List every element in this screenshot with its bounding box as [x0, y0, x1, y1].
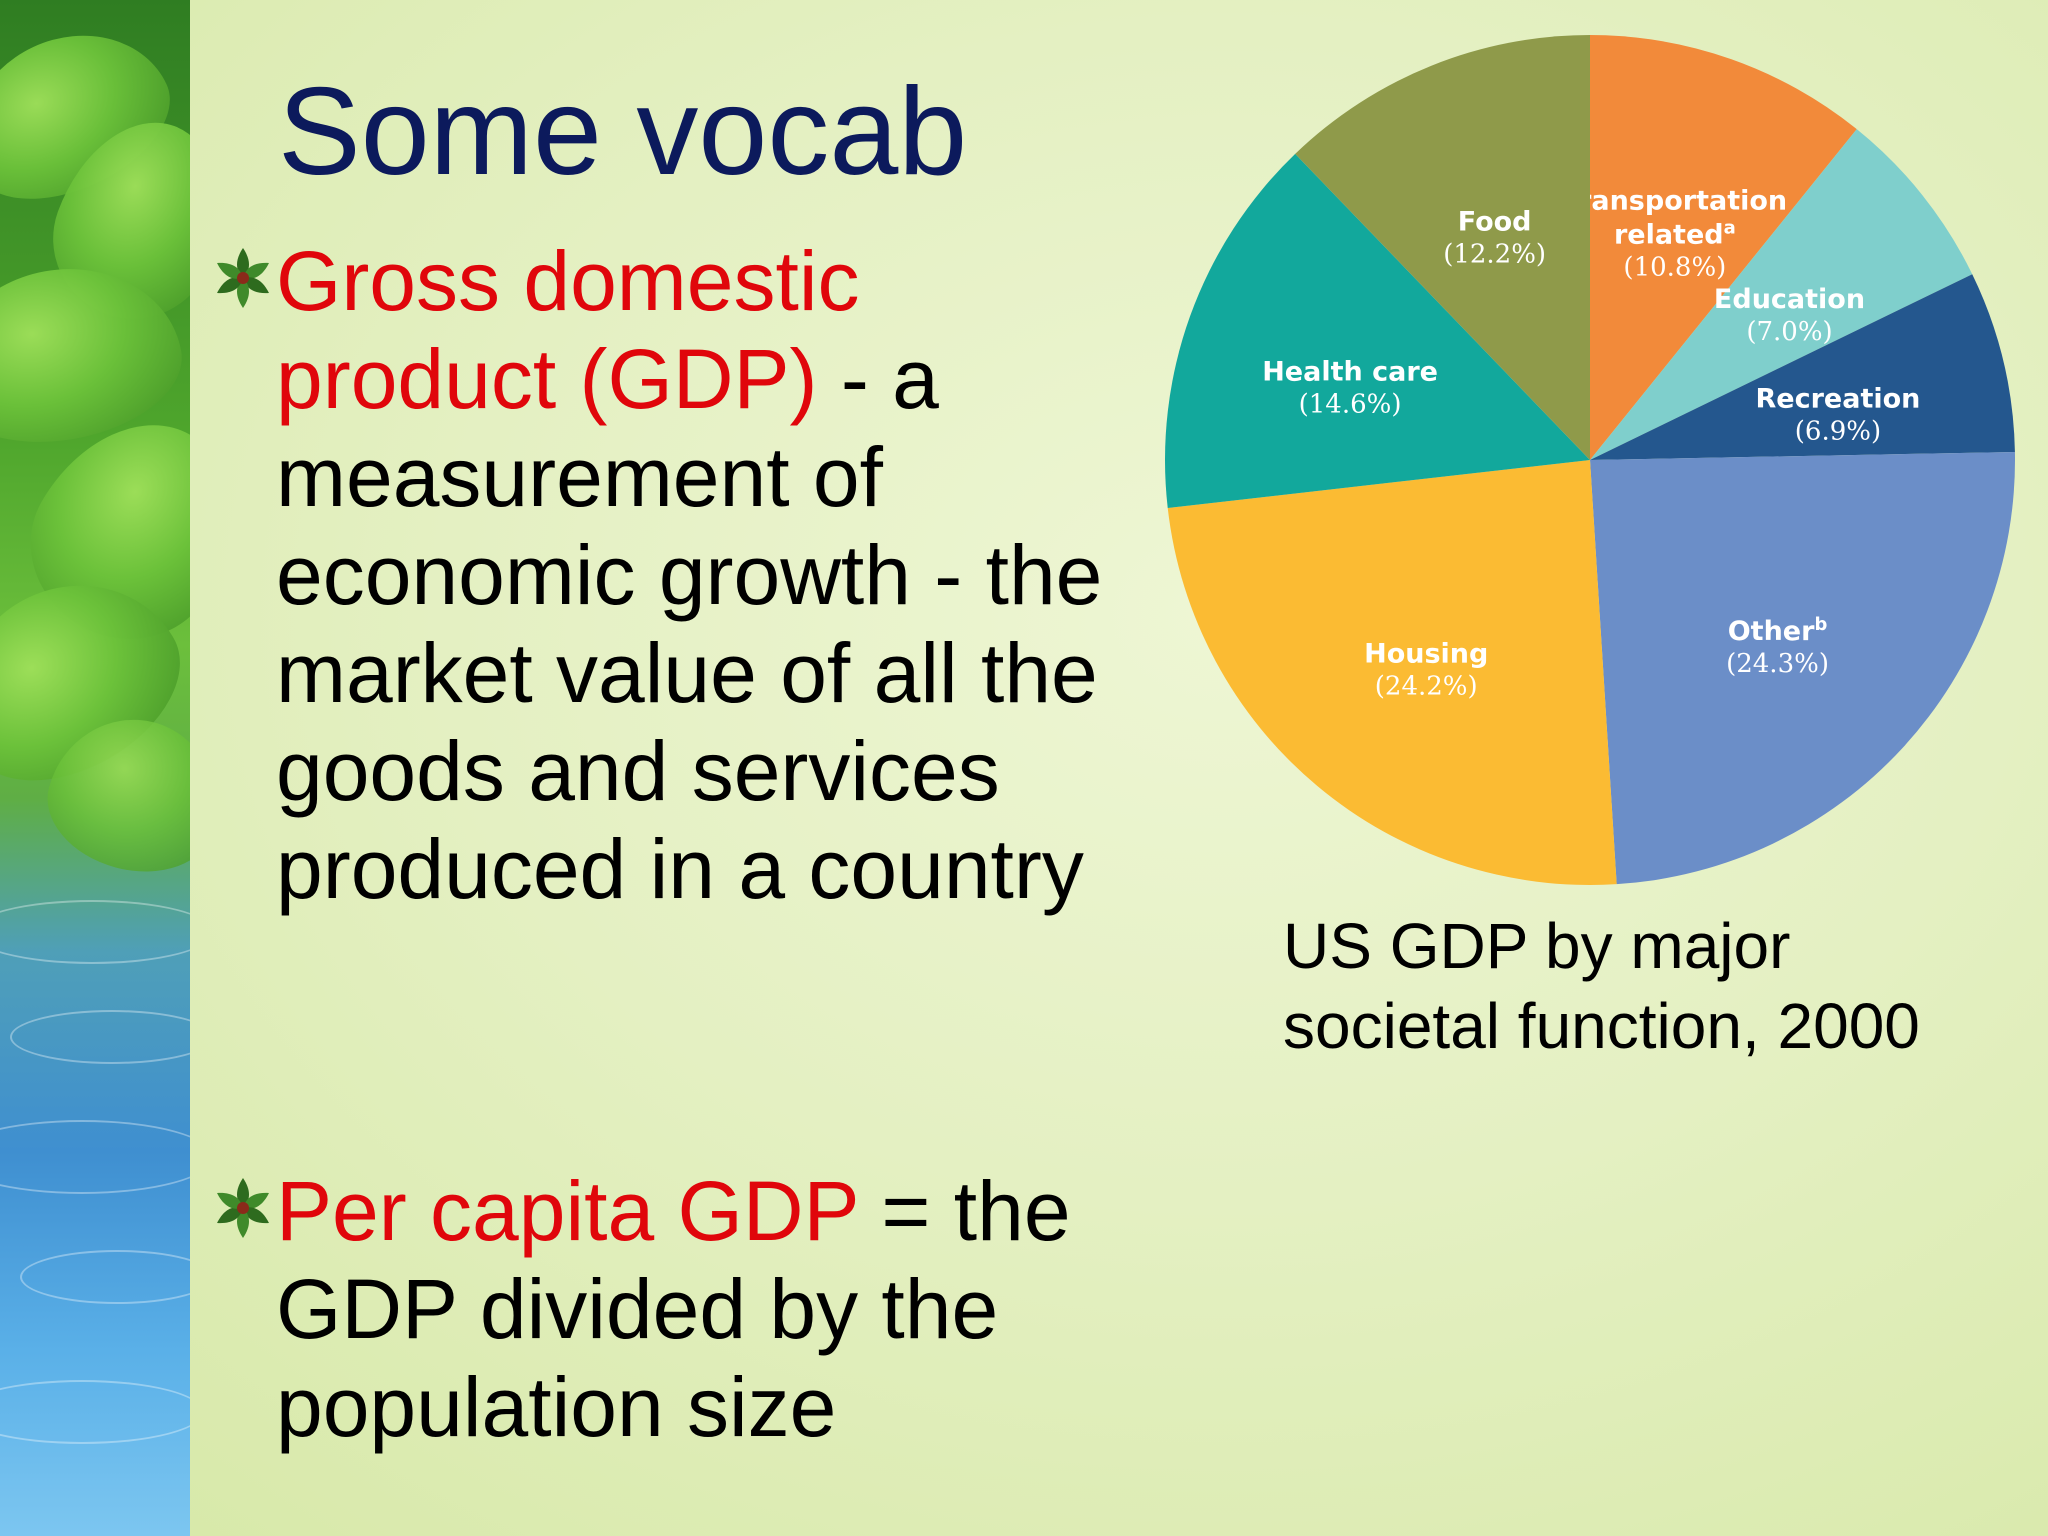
pie-label-food: Food: [1458, 207, 1532, 238]
gdp-pie-chart: Transportationrelateda(10.8%)Education(7…: [1165, 35, 2015, 886]
pie-label-transportation-related: Transportation: [1563, 186, 1788, 217]
pie-slice-health-care: [1165, 153, 1590, 508]
per-capita-definition: = the GDP divided by the population size: [276, 1164, 1071, 1454]
bullet-per-capita-text: Per capita GDP = the GDP divided by the …: [276, 1162, 1150, 1456]
water-ripple: [0, 900, 190, 964]
pie-value-label-recreation: (6.9%): [1795, 416, 1881, 446]
water-ripple: [0, 1120, 190, 1194]
leaf-bullet-icon: [217, 248, 269, 308]
bullet-per-capita-gdp: Per capita GDP = the GDP divided by the …: [210, 1162, 1150, 1456]
gdp-definition: - a measurement of economic growth - the…: [276, 332, 1103, 916]
pie-value-label-health-care: (14.6%): [1299, 390, 1402, 420]
pie-label-recreation: Recreation: [1756, 383, 1921, 414]
pie-value-label-transportation-related: (10.8%): [1623, 253, 1726, 283]
pie-label-education: Education: [1714, 284, 1865, 315]
water-ripple: [0, 1380, 190, 1444]
gdp-term: Gross domestic product (GDP): [276, 234, 860, 426]
pie-value-label-housing: (24.2%): [1375, 671, 1478, 701]
pie-slice-other: [1590, 451, 2015, 885]
leaf-bullet-icon: [217, 1178, 269, 1238]
pie-value-label-education: (7.0%): [1746, 317, 1832, 347]
pie-slice-recreation: [1590, 274, 2015, 460]
caption-line-2: societal function, 2000: [1283, 990, 1920, 1062]
slide-title: Some vocab: [278, 63, 968, 201]
pie-slice-education: [1590, 129, 1973, 461]
pie-label-other: Otherb: [1728, 614, 1828, 647]
caption-line-1: US GDP by major: [1283, 910, 1791, 982]
pie-slice-food: [1295, 35, 1590, 460]
pie-value-label-other: (24.3%): [1726, 649, 1829, 679]
decorative-side-strip: [0, 0, 190, 1536]
pie-label-transportation-related: relateda: [1614, 218, 1736, 251]
pie-value-label-food: (12.2%): [1443, 240, 1546, 270]
pie-label-housing: Housing: [1364, 638, 1488, 669]
water-ripple: [10, 1010, 190, 1064]
pie-slice-transportation-related: [1590, 35, 1857, 460]
bullet-gdp-text: Gross domestic product (GDP) - a measure…: [276, 232, 1150, 918]
bullet-gdp: Gross domestic product (GDP) - a measure…: [210, 232, 1150, 918]
per-capita-term: Per capita GDP: [276, 1164, 859, 1258]
pie-label-health-care: Health care: [1262, 357, 1438, 388]
water-ripple: [20, 1250, 190, 1304]
chart-caption: US GDP by major societal function, 2000: [1283, 906, 2003, 1066]
pie-slice-housing: [1167, 460, 1617, 886]
